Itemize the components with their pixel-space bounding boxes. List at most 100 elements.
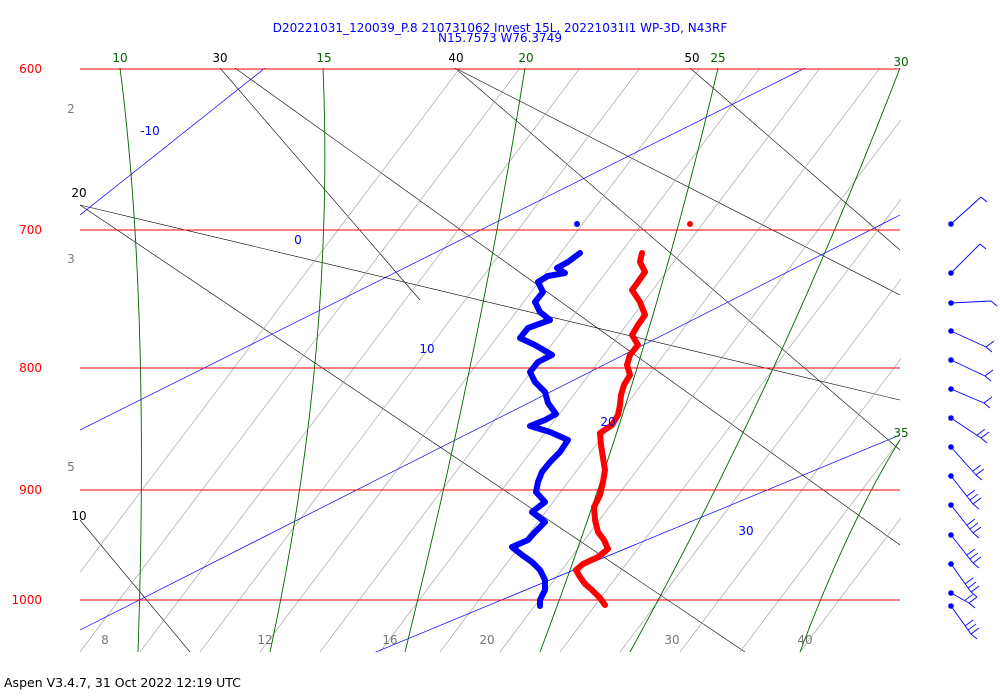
dry-adiabat-label: 20	[71, 186, 86, 200]
mixing-ratio-line	[499, 119, 901, 652]
mixing-ratio-line	[80, 68, 461, 573]
wind-barbs	[948, 196, 998, 640]
sounding-profiles	[509, 250, 648, 609]
moist-adiabat-line	[404, 68, 526, 652]
wind-barb-flag	[966, 518, 976, 526]
level-markers	[574, 221, 693, 227]
chart-title-line-1: D20221031_120039_P.8 210731062 Invest 15…	[272, 21, 728, 35]
moist-adiabat-label: 30	[893, 55, 908, 69]
wind-barb-flag	[964, 619, 974, 627]
wind-barb-flag	[976, 428, 986, 436]
isotherm-line	[80, 68, 806, 431]
wind-barb-tip	[970, 633, 978, 640]
wind-barb-flag	[984, 369, 994, 377]
wind-barb-flag	[970, 585, 980, 593]
mixing-ratio-label: 3	[67, 252, 75, 266]
dry-adiabat-line	[80, 204, 746, 652]
mixing-ratio-line	[559, 198, 901, 652]
dry-adiabat-line	[80, 519, 191, 652]
pressure-label: 1000	[11, 593, 42, 607]
isotherm-label: 30	[738, 524, 753, 538]
mixing-ratio-line	[439, 68, 881, 652]
isobar-lines	[80, 68, 900, 601]
temperature-axis-label: 8	[101, 633, 109, 647]
wind-barb-tip	[990, 300, 998, 307]
mixing-ratio-line	[679, 358, 901, 652]
diagram-background-lines	[80, 68, 901, 652]
temperature-axis-label: 30	[664, 633, 679, 647]
wind-barb-staff	[950, 300, 992, 304]
mixing-ratio-line	[379, 68, 821, 652]
wind-barb-tip	[985, 346, 993, 353]
wind-barb-staff	[950, 563, 972, 593]
wind-barb-flag	[980, 431, 990, 439]
wind-barb-flag	[967, 623, 977, 631]
moist-adiabat-label: 35	[893, 426, 908, 440]
wind-barb-tip	[984, 375, 992, 382]
moist-adiabat-label: 15	[316, 51, 331, 65]
moist-adiabat-label: 10	[112, 51, 127, 65]
mixing-ratio-line	[80, 68, 521, 652]
mixing-ratio-line	[139, 68, 581, 652]
wind-barb-tip	[970, 591, 978, 598]
moist-adiabat-line	[799, 439, 901, 652]
chart-title-line-2: N15.7573 W76.3749	[438, 31, 562, 45]
wind-barb-flag	[972, 497, 982, 505]
wind-barb-tip	[972, 532, 980, 539]
wind-barb-flag	[972, 464, 981, 472]
wind-barb-tip	[972, 562, 980, 569]
wind-barb-staff	[950, 388, 985, 404]
mixing-ratio-line	[199, 68, 641, 652]
moist-adiabat-label: 25	[710, 51, 725, 65]
wind-barb-tip	[980, 196, 988, 203]
isotherm-label: 0	[294, 233, 302, 247]
temperature-axis-label: 40	[797, 633, 812, 647]
wind-barb-staff	[950, 605, 972, 635]
dry-adiabat-line	[454, 68, 901, 296]
wind-barb-staff	[950, 475, 974, 505]
wind-barb-tip	[979, 243, 987, 250]
mixing-ratio-line	[739, 437, 901, 652]
wind-barb-staff	[950, 504, 974, 534]
wind-barb-flag	[969, 522, 979, 530]
pressure-label: 900	[19, 483, 42, 497]
dry-adiabat-line	[454, 68, 901, 451]
isotherm-label: 20	[600, 415, 615, 429]
temperature-axis-label: 20	[479, 633, 494, 647]
isotherm-label: 10	[419, 342, 434, 356]
isotherm-label: -10	[140, 124, 160, 138]
wind-barb-staff	[950, 330, 987, 348]
mixing-ratio-line	[259, 68, 701, 652]
wind-barb-staff	[950, 592, 970, 604]
wind-barb-tip	[980, 437, 988, 444]
mixing-ratio-line	[619, 278, 901, 652]
pressure-label: 600	[19, 62, 42, 76]
dry-adiabat-line	[234, 68, 901, 546]
wind-barb-flag	[969, 493, 979, 501]
mixing-ratio-line	[799, 517, 901, 652]
pressure-label: 800	[19, 361, 42, 375]
dry-adiabat-line	[219, 68, 421, 301]
wind-barb-staff	[950, 196, 982, 225]
wind-barb-tip	[968, 602, 976, 609]
wind-barb-flag	[970, 627, 980, 635]
dry-adiabat-line	[80, 204, 901, 401]
wind-barb-flag	[964, 594, 973, 601]
wind-barb-flag	[972, 526, 982, 534]
dry-adiabat-label: 40	[448, 51, 463, 65]
wind-barb-staff	[950, 534, 974, 564]
wind-barb-flag	[964, 577, 974, 585]
moist-adiabat-line	[539, 68, 719, 652]
wind-barb-flag	[966, 489, 976, 497]
temperature-marker	[687, 221, 693, 227]
wind-barb-flag	[967, 581, 977, 589]
temperature-axis-label: 16	[382, 633, 397, 647]
wind-barb-staff	[950, 359, 986, 377]
moist-adiabat-line	[119, 68, 142, 652]
dry-adiabat-label: 10	[71, 509, 86, 523]
wind-barb-flag	[968, 596, 978, 604]
mixing-ratio-label: 2	[67, 102, 75, 116]
wind-barb-flag	[969, 552, 979, 560]
dewpoint-profile-line	[509, 250, 583, 609]
